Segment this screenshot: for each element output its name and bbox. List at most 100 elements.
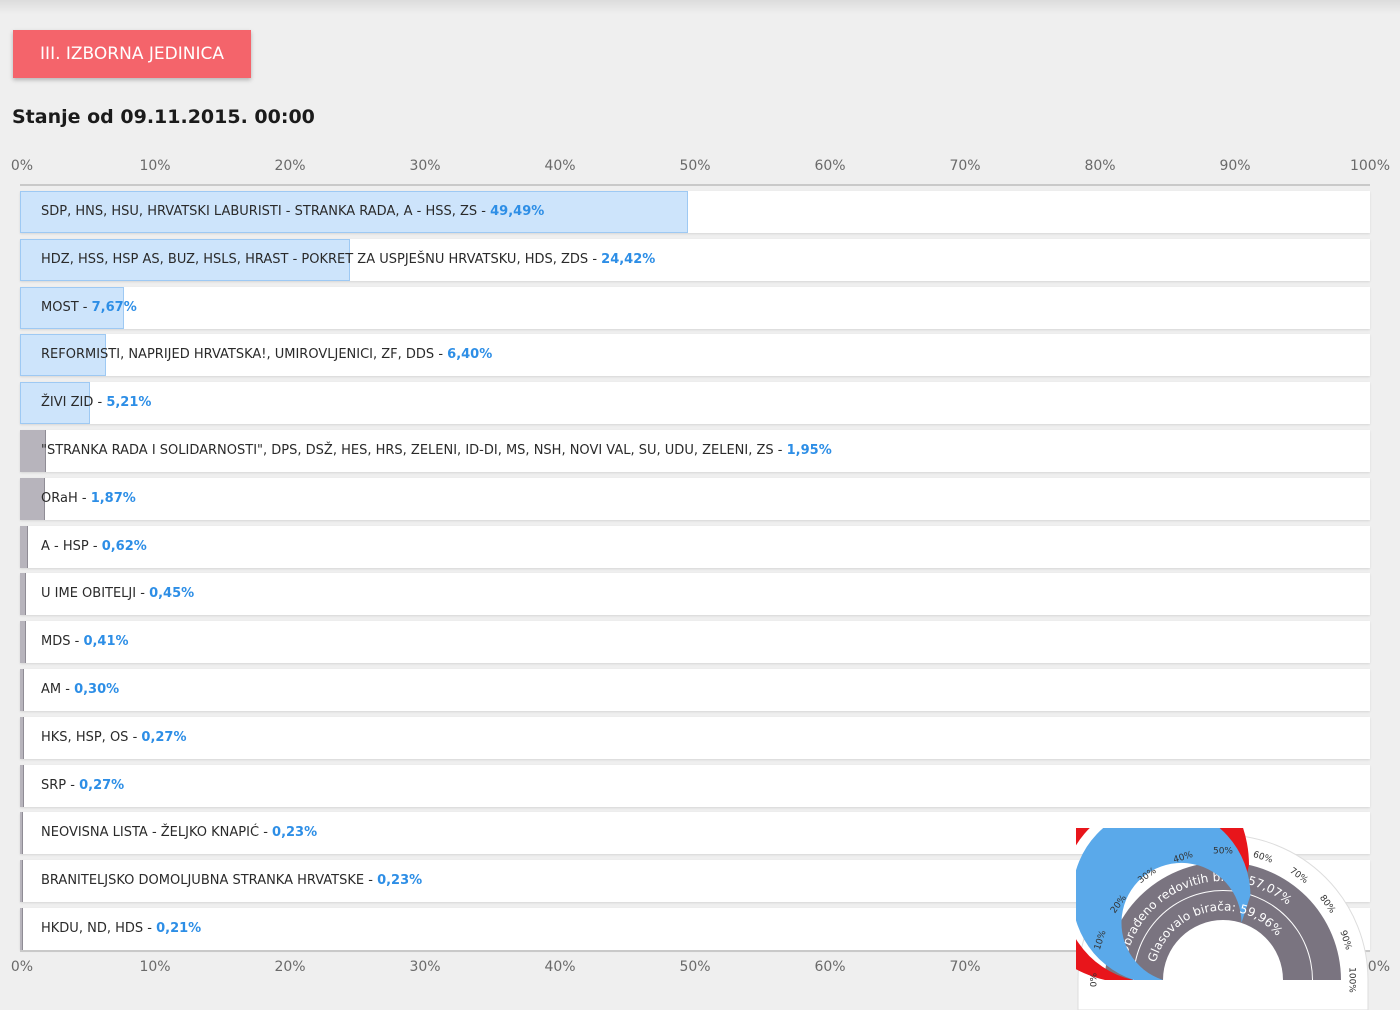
result-bar — [20, 334, 107, 377]
label-separator: - — [364, 873, 378, 889]
bottom-tick-label: 20% — [274, 959, 306, 975]
result-label: AM - 0,30% — [41, 669, 119, 711]
party-name: BRANITELJSKO DOMOLJUBNA STRANKA HRVATSKE — [41, 873, 365, 889]
result-row: AM - 0,30% — [20, 669, 1370, 711]
gauge-scale-tick: 100% — [1347, 967, 1357, 993]
percent-value: 1,95% — [786, 443, 832, 458]
party-name: HKS, HSP, OS — [41, 729, 129, 745]
result-row: HDZ, HSS, HSP AS, BUZ, HSLS, HRAST - POK… — [20, 238, 1370, 281]
result-bar — [20, 477, 46, 520]
percent-value: 0,30% — [74, 682, 120, 697]
result-bar — [20, 621, 26, 664]
result-row: ORaH - 1,87% — [20, 477, 1370, 520]
result-label: HDZ, HSS, HSP AS, BUZ, HSLS, HRAST - POK… — [41, 239, 655, 281]
result-label: MDS - 0,41% — [41, 621, 129, 663]
result-label: HKDU, ND, HDS - 0,21% — [41, 908, 201, 950]
percent-value: 7,67% — [91, 299, 137, 315]
result-label: "STRANKA RADA I SOLIDARNOSTI", DPS, DSŽ,… — [41, 430, 832, 472]
result-bar — [20, 286, 124, 329]
gauge-scale-tick: 50% — [1213, 847, 1233, 857]
party-name: HKDU, ND, HDS — [41, 921, 144, 936]
bottom-tick-label: 40% — [544, 959, 576, 975]
result-bar — [20, 764, 24, 807]
label-separator: - — [773, 443, 787, 458]
result-bar — [20, 525, 29, 568]
top-tick-label: 40% — [544, 158, 576, 174]
party-name: "STRANKA RADA I SOLIDARNOSTI", DPS, DSŽ,… — [41, 443, 774, 458]
percent-value: 0,45% — [149, 586, 195, 602]
percent-value: 0,23% — [377, 873, 423, 889]
top-tick-label: 80% — [1084, 158, 1116, 174]
result-row: HKS, HSP, OS - 0,27% — [20, 716, 1370, 759]
result-bar — [20, 812, 24, 855]
gauge-track-outer — [1105, 862, 1341, 980]
result-row: A - HSP - 0,62% — [20, 525, 1370, 568]
party-name: MDS — [41, 634, 71, 650]
party-name: NEOVISNA LISTA - ŽELJKO KNAPIĆ — [41, 825, 260, 841]
top-tick-label: 20% — [274, 158, 306, 174]
bottom-tick-label: 70% — [949, 959, 981, 975]
percent-value: 0,41% — [83, 634, 129, 650]
result-row: SRP - 0,27% — [20, 764, 1370, 807]
percent-value: 0,62% — [101, 538, 147, 554]
result-label: BRANITELJSKO DOMOLJUBNA STRANKA HRVATSKE… — [41, 860, 422, 902]
result-row: MOST - 7,67% — [20, 286, 1370, 329]
party-name: ORaH — [41, 490, 78, 506]
result-label: A - HSP - 0,62% — [41, 526, 147, 568]
result-row: U IME OBITELJI - 0,45% — [20, 573, 1370, 616]
party-name: HDZ, HSS, HSP AS, BUZ, HSLS, HRAST - POK… — [41, 251, 589, 267]
result-label: MOST - 7,67% — [41, 287, 137, 329]
label-separator: - — [259, 825, 273, 841]
party-name: U IME OBITELJI — [41, 586, 137, 602]
voter-turnout-arc — [1076, 828, 1251, 980]
label-separator: - — [70, 634, 84, 650]
result-label: REFORMISTI, NAPRIJED HRVATSKA!, UMIROVLJ… — [41, 334, 492, 376]
result-bar — [20, 573, 27, 616]
party-name: A - HSP — [41, 538, 89, 554]
result-bar — [20, 908, 23, 950]
x-axis-top: 0% 10% 20% 30% 40% 50% 60% 70% 80% 90% 100% — [0, 158, 1400, 178]
result-bar — [20, 238, 350, 281]
result-bar — [20, 716, 24, 759]
bottom-tick-label: 0% — [10, 959, 34, 975]
bottom-tick-label: 10% — [139, 959, 171, 975]
party-name: AM — [41, 682, 62, 697]
party-name: MOST — [41, 299, 79, 315]
party-name: REFORMISTI, NAPRIJED HRVATSKA!, UMIROVLJ… — [41, 347, 435, 363]
party-name: SRP — [41, 777, 67, 793]
result-row: REFORMISTI, NAPRIJED HRVATSKA!, UMIROVLJ… — [20, 334, 1370, 377]
bottom-tick-label: 60% — [814, 959, 846, 975]
label-separator: - — [88, 538, 102, 554]
top-tick-label: 30% — [409, 158, 441, 174]
percent-value: 1,87% — [90, 490, 136, 506]
label-separator: - — [78, 299, 92, 315]
percent-value: 5,21% — [106, 395, 152, 411]
percent-value: 0,21% — [156, 921, 202, 936]
electoral-unit-button[interactable]: III. IZBORNA JEDINICA — [13, 30, 251, 78]
bottom-tick-label: 30% — [409, 959, 441, 975]
percent-value: 0,23% — [272, 825, 318, 841]
result-bar — [20, 860, 24, 903]
result-label: U IME OBITELJI - 0,45% — [41, 573, 194, 615]
result-bar — [20, 669, 25, 711]
label-separator: - — [588, 251, 602, 267]
gauge-track-inner — [1134, 891, 1312, 980]
top-shade — [0, 0, 1400, 14]
result-label: SDP, HNS, HSU, HRVATSKI LABURISTI - STRA… — [41, 191, 544, 233]
percent-value: 6,40% — [447, 347, 493, 363]
top-tick-label: 60% — [814, 158, 846, 174]
top-tick-label: 90% — [1219, 158, 1251, 174]
result-label: ŽIVI ZID - 5,21% — [41, 382, 151, 424]
label-separator: - — [136, 586, 150, 602]
percent-value: 24,42% — [601, 251, 656, 267]
top-tick-label: 100% — [1349, 158, 1391, 174]
gauge-scale-tick: 0% — [1090, 972, 1100, 987]
result-label: SRP - 0,27% — [41, 765, 124, 807]
result-row: SDP, HNS, HSU, HRVATSKI LABURISTI - STRA… — [20, 191, 1370, 233]
percent-value: 49,49% — [490, 204, 545, 219]
label-separator: - — [61, 682, 75, 697]
percent-value: 0,27% — [79, 777, 125, 793]
result-bar — [20, 191, 689, 233]
result-row: MDS - 0,41% — [20, 621, 1370, 664]
result-label: ORaH - 1,87% — [41, 478, 136, 520]
